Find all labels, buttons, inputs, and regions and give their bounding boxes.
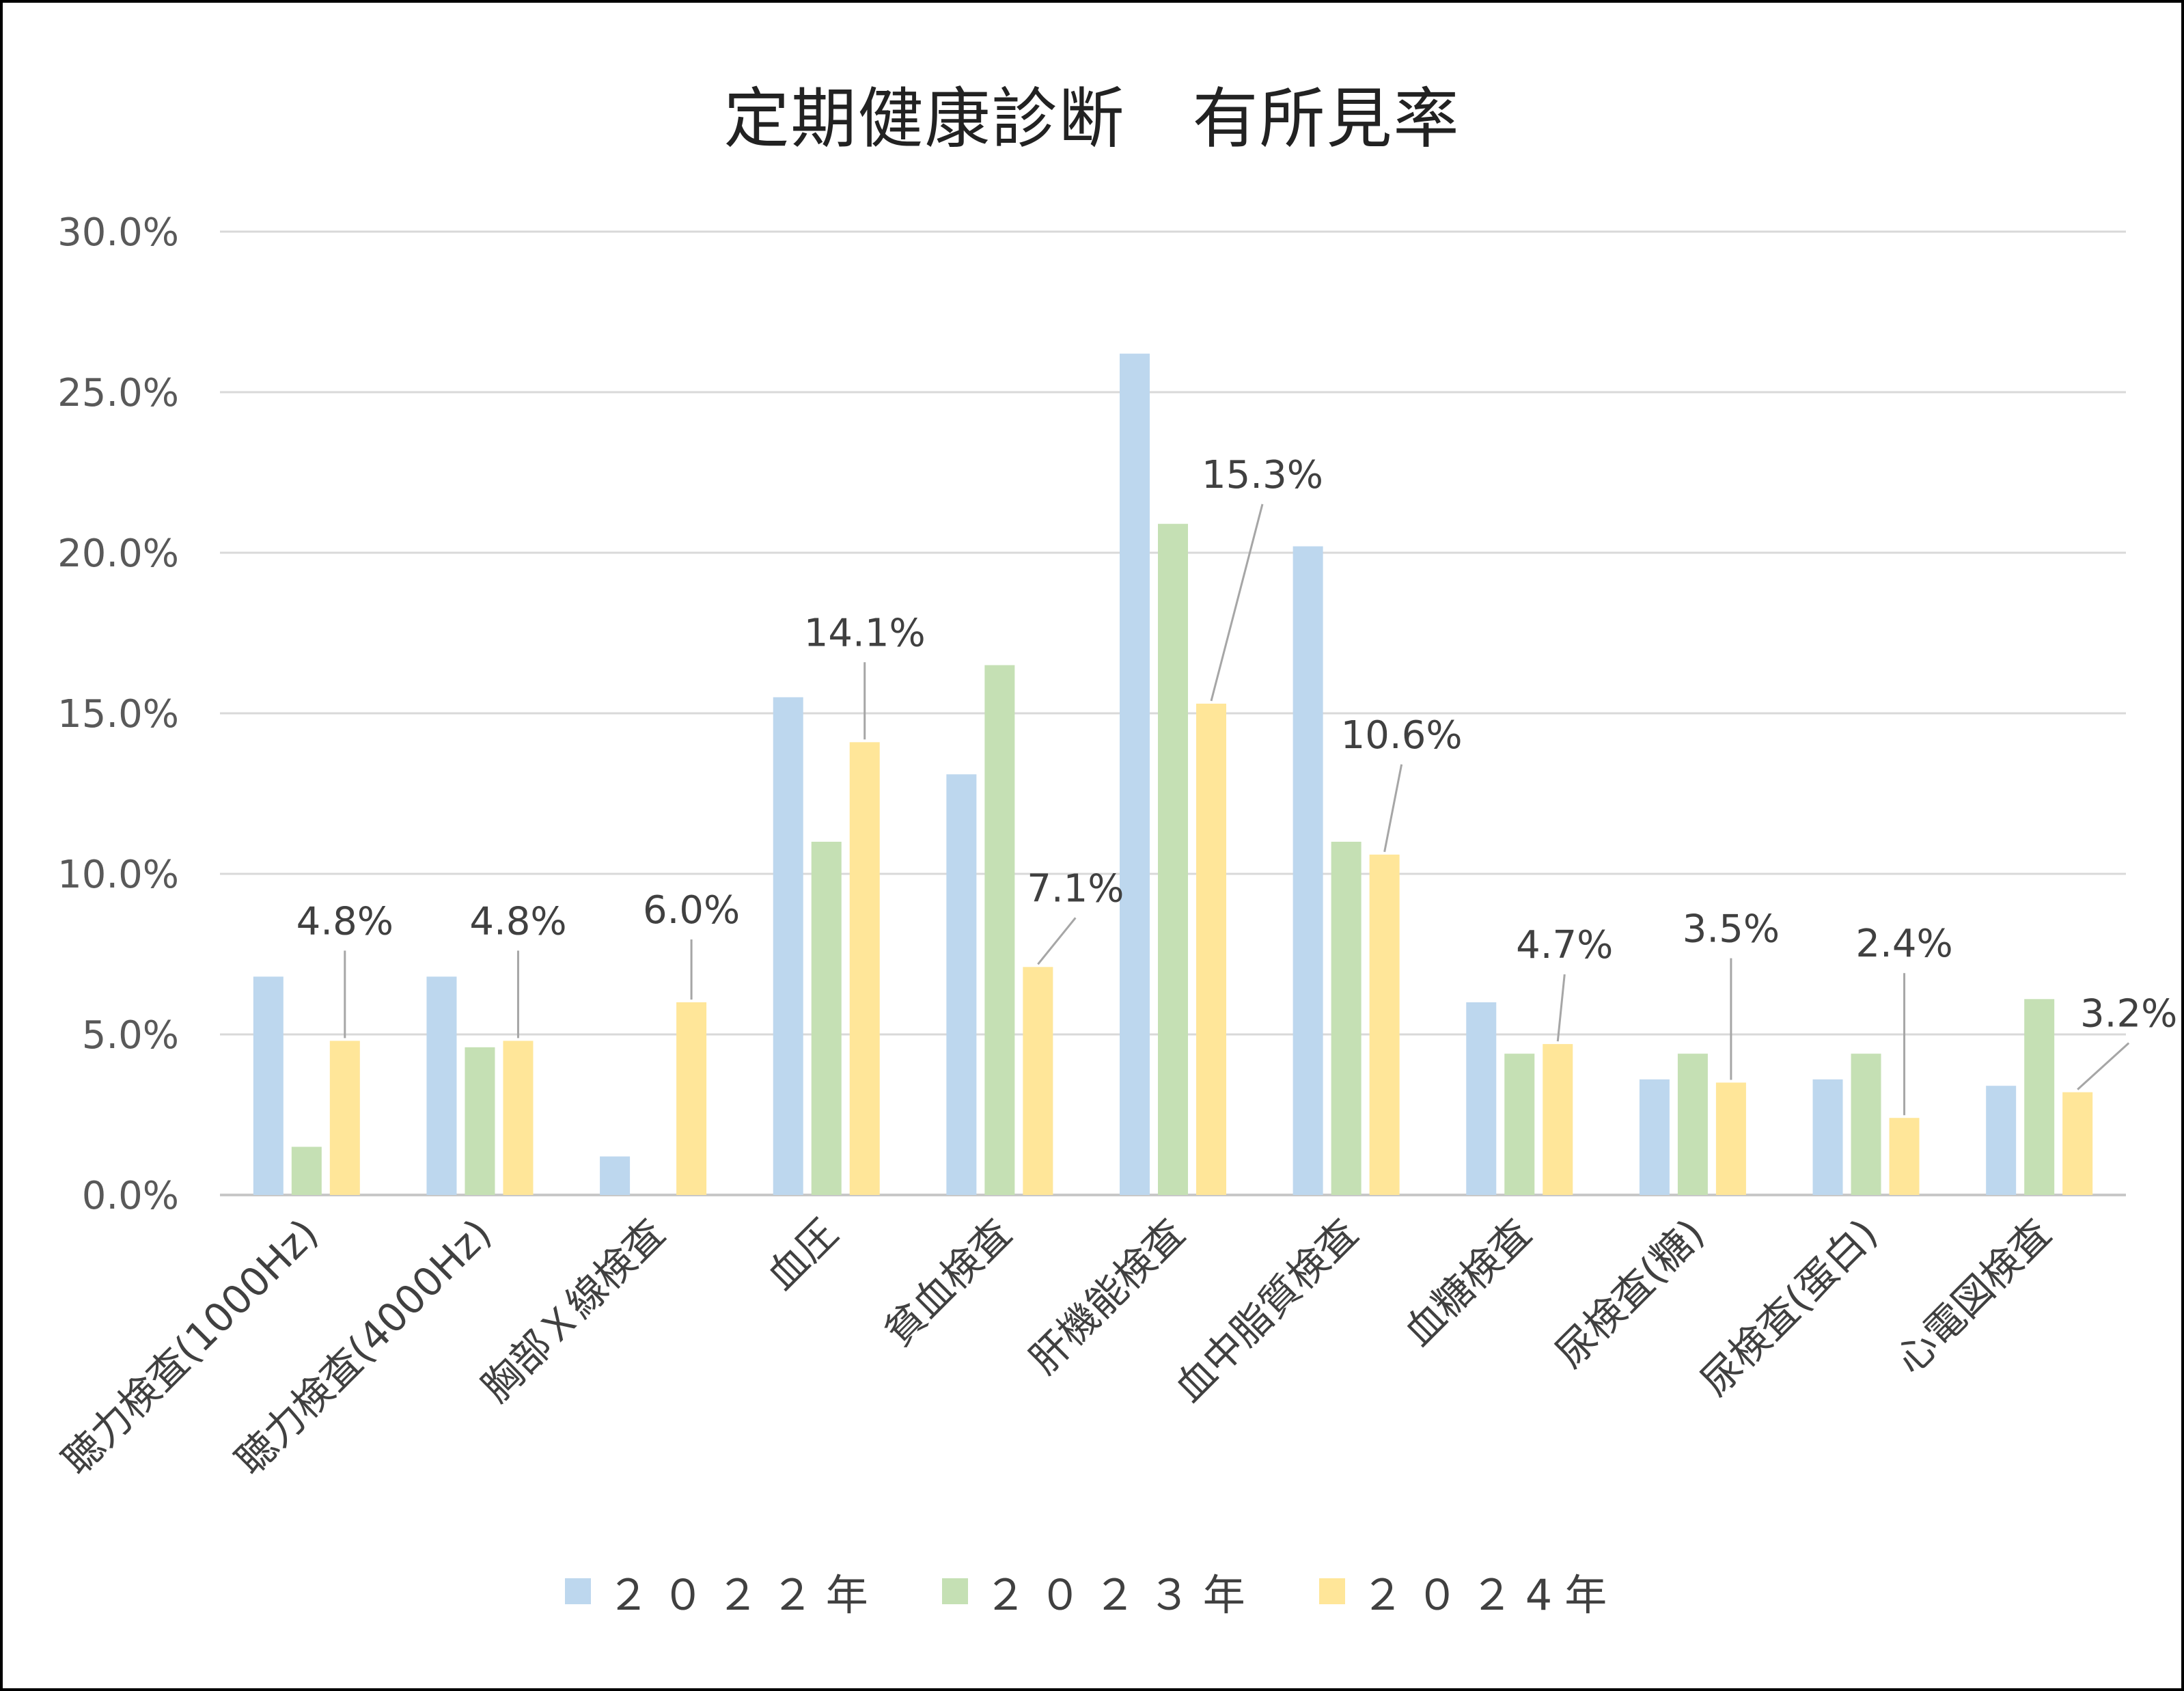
data-label-leader	[1556, 974, 1566, 1042]
y-tick-label: 10.0%	[57, 853, 179, 897]
data-label: 14.1%	[804, 611, 926, 655]
data-label: 4.8%	[469, 899, 566, 944]
bar	[1504, 1054, 1535, 1195]
bar	[1196, 703, 1226, 1195]
bar	[1639, 1079, 1670, 1195]
bar	[253, 976, 284, 1195]
x-tick-label: 胸部Ｘ線検査	[473, 1210, 674, 1411]
bar	[773, 697, 803, 1195]
bar	[1466, 1002, 1497, 1195]
bar	[984, 665, 1015, 1195]
bar	[946, 774, 977, 1195]
legend-label: ２０２２年	[607, 1570, 881, 1620]
legend-label: ２０２4年	[1361, 1570, 1620, 1620]
data-label: 2.4%	[1855, 922, 1952, 966]
y-tick-label: 0.0%	[82, 1174, 179, 1218]
legend-item: ２０２３年	[941, 1561, 1258, 1622]
data-label: 15.3%	[1202, 453, 1323, 497]
x-tick-label: 心電図検査	[1887, 1210, 2060, 1383]
bar	[503, 1041, 534, 1195]
data-label-leader	[1383, 764, 1403, 853]
data-label-leader	[2077, 1042, 2130, 1090]
bar	[1543, 1044, 1573, 1195]
bar	[1331, 842, 1361, 1195]
data-label-leader	[1210, 504, 1264, 702]
bar	[2024, 999, 2055, 1195]
bar	[1120, 353, 1150, 1195]
bar	[291, 1146, 322, 1195]
bar	[676, 1002, 707, 1195]
data-label: 3.5%	[1683, 907, 1780, 952]
legend-swatch	[564, 1578, 591, 1604]
bar-chart: 0.0% 5.0% 10.0% 15.0% 20.0% 25.0% 30.0% 4.8% 4.8…	[53, 210, 2177, 1484]
bar	[1715, 1082, 1746, 1195]
x-tick-label: 尿検査(糖)	[1547, 1210, 1713, 1377]
bar	[329, 1041, 360, 1195]
data-label: 7.1%	[1027, 866, 1124, 911]
bar	[811, 842, 842, 1195]
bar	[1986, 1086, 2017, 1195]
bar	[1158, 523, 1188, 1195]
legend-item: ２０２4年	[1318, 1561, 1620, 1622]
bar	[1812, 1079, 1843, 1195]
bar	[849, 742, 880, 1195]
data-label: 3.2%	[2080, 992, 2177, 1036]
bar	[426, 976, 457, 1195]
x-tick-label: 尿検査(蛋白)	[1691, 1210, 1886, 1405]
legend-item: ２０２２年	[564, 1561, 881, 1622]
x-tick-label: 肝機能検査	[1021, 1210, 1193, 1383]
y-tick-label: 30.0%	[57, 210, 179, 255]
y-tick-label: 20.0%	[57, 532, 179, 576]
data-label-leader	[1037, 917, 1077, 965]
bar	[1293, 546, 1323, 1195]
bar	[600, 1156, 631, 1195]
chart-title: 定期健康診断 有所見率	[723, 81, 1461, 157]
bar	[1023, 967, 1053, 1195]
bar	[2062, 1092, 2093, 1195]
legend-swatch	[1318, 1578, 1345, 1604]
y-tick-label: 5.0%	[82, 1013, 179, 1058]
data-label: 4.7%	[1516, 923, 1613, 967]
bar	[1369, 854, 1400, 1195]
y-tick-label: 15.0%	[57, 692, 179, 737]
x-tick-label: 貧血検査	[875, 1210, 1020, 1355]
legend-label: ２０２３年	[984, 1570, 1258, 1620]
chart-legend: ２０２２年 ２０２３年 ２０２4年	[3, 1561, 2181, 1622]
y-tick-label: 25.0%	[57, 371, 179, 415]
x-tick-label: 血糖検査	[1395, 1210, 1540, 1355]
data-label: 6.0%	[643, 888, 740, 933]
x-tick-label: 血圧	[758, 1210, 847, 1299]
bar	[1677, 1054, 1708, 1195]
x-tick-label: 血中脂質検査	[1165, 1210, 1366, 1411]
data-label: 10.6%	[1341, 713, 1463, 758]
bar	[1851, 1054, 1881, 1195]
data-label: 4.8%	[296, 899, 393, 944]
bar	[1889, 1118, 1920, 1195]
bar	[465, 1047, 495, 1195]
legend-swatch	[941, 1578, 968, 1604]
